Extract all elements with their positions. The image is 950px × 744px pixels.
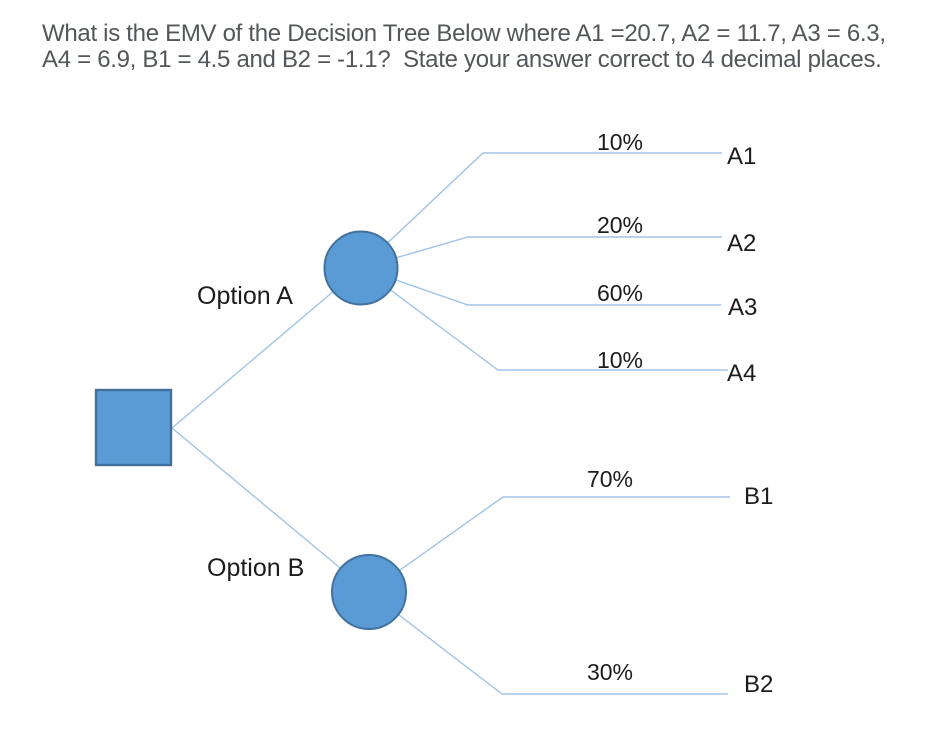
edge-root-to-option-a: [171, 267, 362, 429]
probability-b2: 30%: [586, 659, 634, 685]
probability-a3: 60%: [596, 280, 644, 306]
outcome-b2-label: B2: [744, 671, 774, 698]
outcome-a2-label: A2: [727, 230, 757, 257]
outcome-a4-label: A4: [727, 360, 757, 387]
probability-a2: 20%: [596, 212, 644, 238]
probability-a4: 10%: [596, 347, 644, 373]
branch-line-b1: [368, 496, 730, 593]
outcome-b1-label: B1: [744, 483, 774, 510]
probability-b1: 70%: [586, 466, 634, 492]
option-a-label: Option A: [197, 282, 293, 310]
branch-line-a2: [360, 236, 722, 269]
chance-node-option-a: [323, 230, 399, 306]
question-line-1: What is the EMV of the Decision Tree Bel…: [42, 20, 886, 47]
question-text: What is the EMV of the Decision Tree Bel…: [42, 21, 886, 73]
edge-root-to-option-b: [171, 427, 370, 593]
branch-line-a1: [360, 152, 722, 269]
option-b-label: Option B: [207, 554, 305, 582]
branch-line-a3: [360, 267, 721, 306]
outcome-a1-label: A1: [727, 143, 757, 170]
question-line-2: A4 = 6.9, B1 = 4.5 and B2 = -1.1? State …: [42, 46, 882, 73]
probability-a1: 10%: [596, 129, 644, 155]
outcome-a3-label: A3: [728, 294, 758, 321]
branch-line-a4: [360, 267, 728, 371]
chance-node-option-b: [331, 554, 407, 630]
branch-line-b2: [368, 591, 728, 695]
decision-node-square: [94, 388, 173, 467]
